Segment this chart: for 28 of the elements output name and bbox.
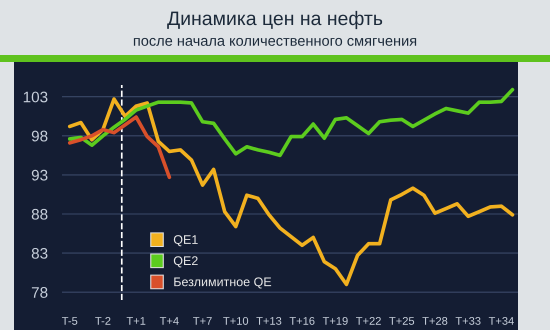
line-series (68, 88, 514, 158)
line-series (68, 115, 172, 180)
x-tick-label: T+1 (126, 317, 146, 325)
legend-label: Безлимитное QE (174, 277, 272, 288)
y-tick-label: 83 (32, 248, 48, 259)
x-tick-label: T+4 (160, 317, 179, 325)
x-tick-label: T+13 (256, 316, 282, 325)
x-tick-label: T+10 (223, 316, 248, 325)
line-series (68, 97, 514, 286)
legend-label: QE1 (174, 235, 198, 246)
x-tick-label: T-2 (95, 316, 110, 325)
x-tick-label: T+33 (456, 316, 481, 325)
x-tick-label: T+16 (290, 316, 315, 325)
x-tick-label: T+7 (193, 317, 212, 325)
x-tick-label: T+22 (356, 316, 381, 325)
y-tick-label: 88 (32, 208, 48, 220)
chart-subtitle: после начала количественного смягчения (134, 38, 416, 46)
x-tick-label: T+34 (488, 316, 514, 325)
x-tick-label: T+28 (422, 316, 448, 325)
y-tick-label: 98 (32, 130, 48, 142)
y-tick-label: 93 (32, 170, 48, 181)
x-tick-label: T+25 (389, 316, 414, 325)
x-tick-label: T-5 (62, 317, 78, 325)
x-tick-label: T+19 (322, 316, 348, 325)
y-tick-label: 103 (24, 92, 48, 102)
chart-title: Динамика цен на нефть (167, 10, 382, 30)
y-tick-label: 78 (32, 287, 48, 298)
legend-label: QE2 (174, 256, 198, 268)
